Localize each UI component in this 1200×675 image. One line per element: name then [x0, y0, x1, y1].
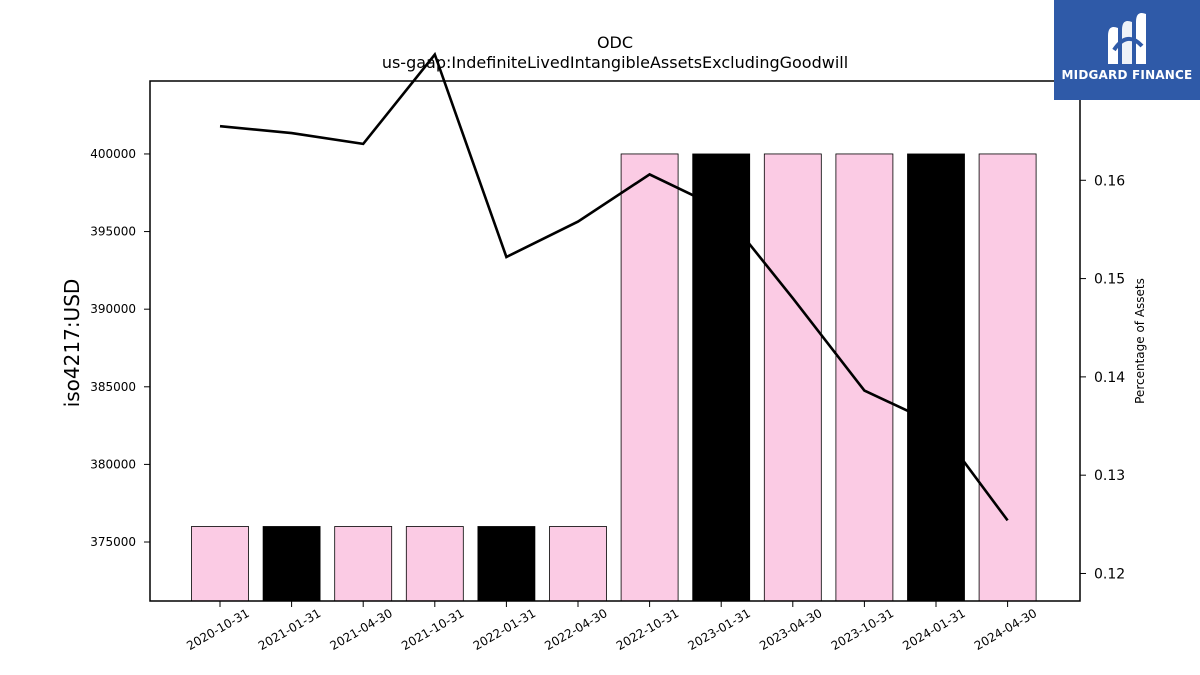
y2-tick-label: 0.16: [1094, 173, 1125, 189]
percentage-line: [219, 51, 1009, 522]
bar: [978, 153, 1037, 602]
bar: [477, 526, 536, 602]
y-tick-label: 390000: [90, 302, 136, 316]
bar-series: [191, 153, 1037, 602]
logo-mark-icon: [1108, 13, 1146, 64]
x-tick-label: 2023-01-31: [685, 606, 752, 653]
x-tick-label: 2021-10-31: [399, 606, 466, 653]
x-tick-label: 2022-01-31: [471, 606, 538, 653]
x-tick-label: 2023-04-30: [757, 606, 824, 653]
y2-tick-label: 0.13: [1094, 468, 1125, 484]
x-tick-label: 2021-01-31: [256, 606, 323, 653]
bar: [835, 153, 894, 602]
y-tick-label: 385000: [90, 380, 136, 394]
x-tick-label: 2022-10-31: [614, 606, 681, 653]
bar: [405, 526, 464, 602]
bar: [262, 526, 321, 602]
y2-tick-label: 0.15: [1094, 272, 1125, 288]
x-tick-label: 2024-01-31: [900, 606, 967, 653]
y-tick-label: 400000: [90, 147, 136, 161]
y2-tick-label: 0.14: [1094, 370, 1125, 386]
bar: [549, 526, 607, 602]
x-tick-label: 2021-04-30: [327, 606, 394, 653]
y-tick-label: 375000: [90, 535, 136, 549]
x-tick-label: 2023-10-31: [829, 606, 896, 653]
x-axis: 2020-10-31 2021-01-31 2021-04-30 2021-10-31…: [184, 601, 1039, 653]
right-y-axis: 0.12 0.13 0.14 0.15 0.16: [1080, 173, 1125, 582]
plot-frame: [149, 80, 1081, 602]
midgard-finance-logo: MIDGARD FINANCE: [1054, 0, 1200, 100]
bar: [191, 526, 249, 602]
y2-tick-label: 0.12: [1094, 566, 1125, 582]
chart-title: ODC: [597, 33, 633, 52]
y-axis-label: iso4217:USD: [60, 279, 84, 408]
left-y-axis: 375000 380000 385000 390000 395000 400000: [90, 147, 150, 549]
bar: [763, 153, 822, 602]
x-tick-label: 2020-10-31: [184, 606, 251, 653]
x-tick-label: 2022-04-30: [542, 606, 609, 653]
bar: [620, 153, 679, 602]
x-tick-label: 2024-04-30: [972, 606, 1039, 653]
y2-axis-label: Percentage of Assets: [1133, 278, 1147, 404]
bar: [692, 153, 751, 602]
y-tick-label: 395000: [90, 225, 136, 239]
bar: [334, 526, 393, 602]
bar: [907, 153, 965, 602]
logo-text: MIDGARD FINANCE: [1061, 68, 1193, 82]
chart-subtitle: us-gaap:IndefiniteLivedIntangibleAssetsE…: [382, 53, 848, 72]
y-tick-label: 380000: [90, 457, 136, 471]
